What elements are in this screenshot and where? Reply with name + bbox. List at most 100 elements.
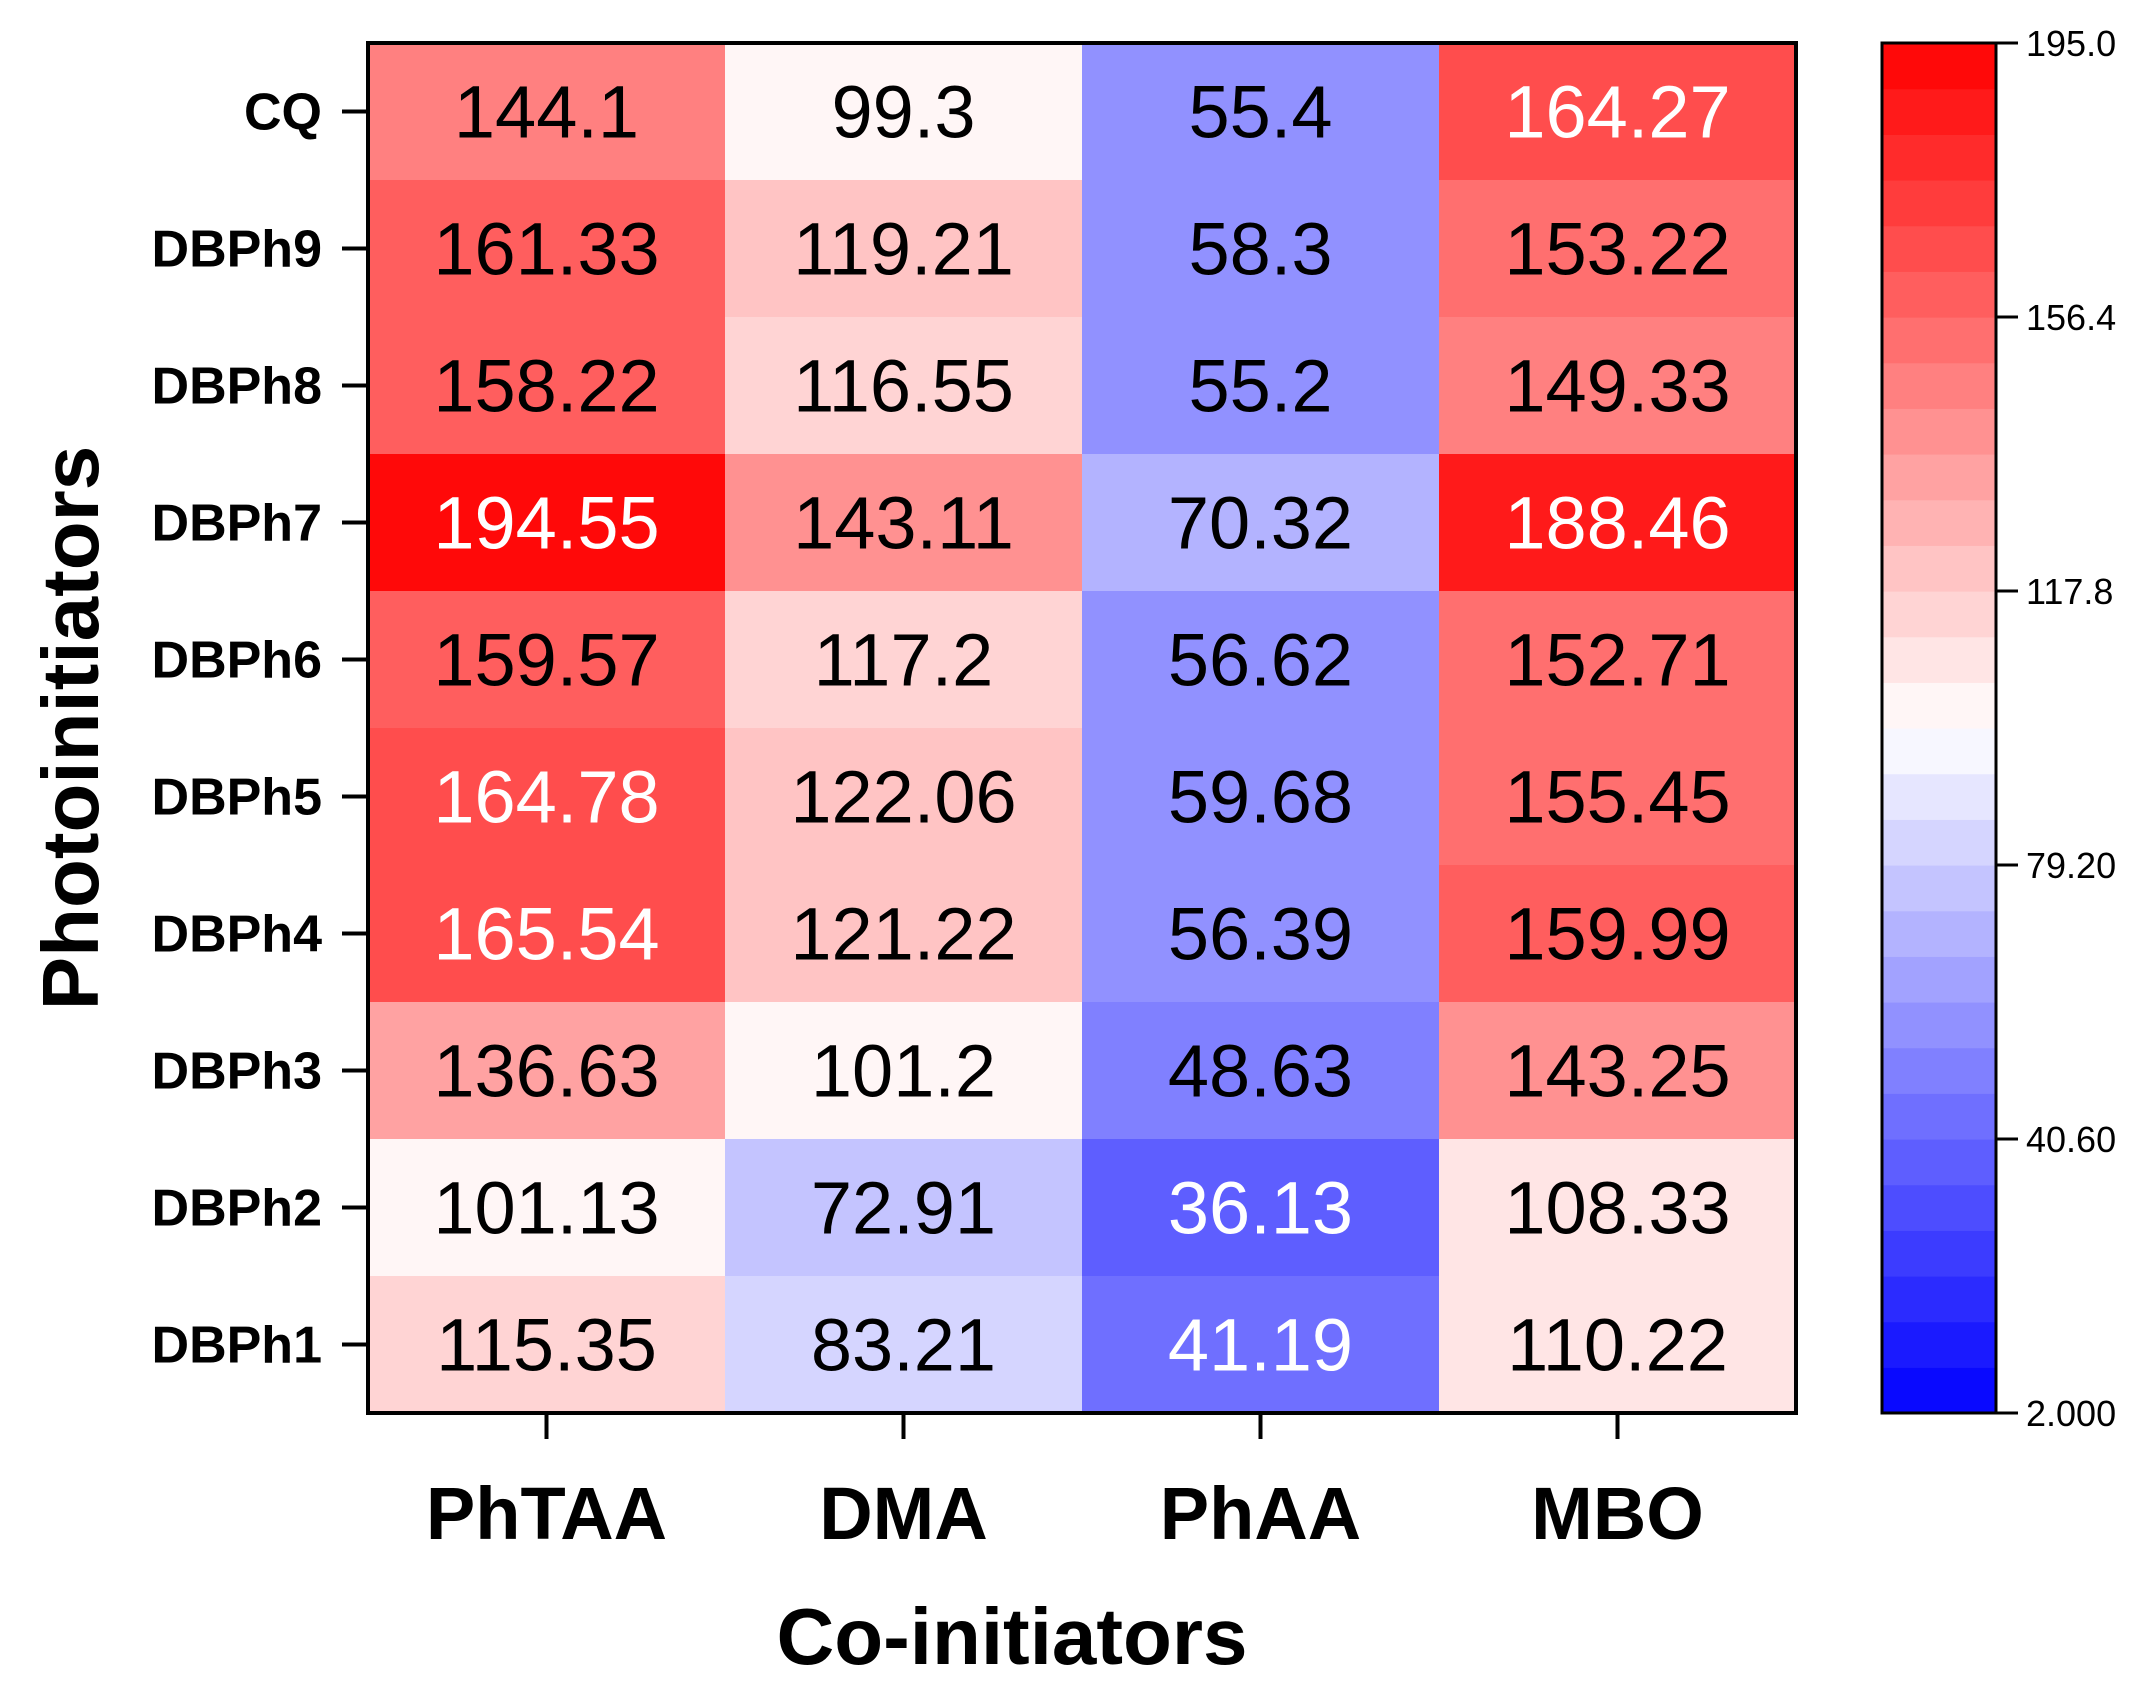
cell-value-label: 153.22 — [1504, 208, 1730, 291]
heatmap-cell — [725, 591, 1083, 729]
colorbar-segment — [1882, 1002, 1996, 1049]
heatmap-cells: 144.1 99.3 55.4 164.27 161.33 119.21 58.3 153.2… — [368, 43, 1797, 1414]
cell-value-label: 110.22 — [1507, 1304, 1728, 1387]
cell-value-label: 83.21 — [811, 1304, 996, 1387]
heatmap-cell — [725, 1139, 1083, 1277]
colorbar-tick-label: 2.000 — [2026, 1393, 2116, 1434]
y-tick-label: DBPh8 — [152, 358, 322, 416]
colorbar-segment — [1882, 1276, 1996, 1323]
heatmap-cell — [725, 1002, 1083, 1140]
cell-value-label: 101.13 — [433, 1167, 659, 1250]
colorbar-segment — [1882, 728, 1996, 775]
cell-value-label: 101.2 — [811, 1030, 996, 1113]
heatmap-cell — [1082, 317, 1440, 455]
heatmap-cell — [1439, 43, 1797, 181]
cell-value-label: 36.13 — [1168, 1167, 1353, 1250]
y-tick-label: DBPh6 — [152, 632, 322, 690]
cell-value-label: 155.45 — [1504, 756, 1730, 839]
colorbar-tick-label: 40.60 — [2026, 1119, 2116, 1160]
heatmap-cell — [1439, 454, 1797, 592]
colorbar-segment — [1882, 408, 1996, 455]
colorbar-segment — [1882, 910, 1996, 957]
colorbar-frame — [1880, 41, 1998, 1415]
colorbar-tick-label: 79.20 — [2026, 845, 2116, 886]
heatmap-cell — [368, 454, 726, 592]
cell-value-label: 70.32 — [1168, 482, 1353, 565]
heatmap-cell — [725, 728, 1083, 866]
colorbar-tick-label: 117.8 — [2026, 571, 2113, 612]
colorbar-segment — [1882, 1047, 1996, 1094]
x-axis: PhTAA DMA PhAA MBO — [426, 1413, 1704, 1555]
heatmap-cell — [1082, 43, 1440, 181]
cell-value-label: 194.55 — [433, 482, 659, 565]
colorbar-segment — [1882, 1093, 1996, 1140]
heatmap-cell — [368, 591, 726, 729]
heatmap-cell — [368, 1276, 726, 1414]
cell-value-label: 159.99 — [1504, 893, 1730, 976]
heatmap-cell — [1439, 865, 1797, 1003]
cell-value-label: 48.63 — [1168, 1030, 1353, 1113]
cell-value-label: 115.35 — [436, 1304, 657, 1387]
heatmap-cell — [1082, 865, 1440, 1003]
heatmap-cell — [368, 317, 726, 455]
colorbar-tick-label: 156.4 — [2026, 297, 2116, 338]
heatmap-cell — [725, 454, 1083, 592]
heatmap-cell — [1082, 728, 1440, 866]
colorbar: 195.0 156.4 117.8 79.20 40.60 2.000 — [1880, 23, 2116, 1434]
cell-value-label: 116.55 — [793, 345, 1014, 428]
cell-value-label: 55.2 — [1188, 345, 1332, 428]
heatmap-cell — [368, 180, 726, 318]
colorbar-segment — [1882, 1321, 1996, 1368]
cell-value-label: 119.21 — [793, 208, 1014, 291]
y-tick-label: DBPh7 — [152, 495, 322, 553]
cell-value-label: 99.3 — [831, 71, 975, 154]
heatmap-cell — [1082, 591, 1440, 729]
heatmap-cell — [1439, 1002, 1797, 1140]
cell-value-label: 143.11 — [793, 482, 1014, 565]
colorbar-segment — [1882, 545, 1996, 592]
colorbar-segment — [1882, 1230, 1996, 1277]
colorbar-tick-label: 195.0 — [2026, 23, 2116, 64]
cell-value-label: 58.3 — [1188, 208, 1332, 291]
cell-value-label: 165.54 — [433, 893, 659, 976]
y-tick-label: DBPh5 — [152, 769, 322, 827]
cell-value-label: 56.62 — [1168, 619, 1353, 702]
heatmap-cell — [368, 728, 726, 866]
x-tick-label: MBO — [1531, 1472, 1704, 1555]
colorbar-segment — [1882, 499, 1996, 546]
cell-value-label: 72.91 — [811, 1167, 996, 1250]
y-axis: CQ DBPh9 DBPh8 DBPh7 DBPh6 DBPh5 DBPh4 DBPh3 DBP… — [152, 84, 368, 1375]
heatmap-cell — [1082, 1276, 1440, 1414]
heatmap-cell — [1082, 1139, 1440, 1277]
heatmap-cell — [368, 1139, 726, 1277]
heatmap-cell — [1439, 317, 1797, 455]
colorbar-segment — [1882, 1367, 1996, 1414]
heatmap-cell — [1439, 1276, 1797, 1414]
heatmap-cell — [368, 865, 726, 1003]
y-tick-label: DBPh9 — [152, 221, 322, 279]
colorbar-segment — [1882, 591, 1996, 638]
colorbar-segment — [1882, 682, 1996, 729]
heatmap-cell — [1082, 180, 1440, 318]
cell-value-label: 108.33 — [1504, 1167, 1730, 1250]
y-tick-label: DBPh1 — [152, 1317, 322, 1375]
y-tick-label: DBPh4 — [152, 906, 323, 964]
cell-value-label: 144.1 — [454, 71, 639, 154]
heatmap-cell — [725, 180, 1083, 318]
colorbar-segment — [1882, 454, 1996, 501]
cell-value-label: 149.33 — [1504, 345, 1730, 428]
cell-value-label: 158.22 — [433, 345, 659, 428]
cell-value-label: 41.19 — [1168, 1304, 1353, 1387]
y-tick-label: CQ — [244, 84, 322, 142]
y-tick-label: DBPh2 — [152, 1180, 322, 1238]
colorbar-segment — [1882, 819, 1996, 866]
x-axis-title: Co-initiators — [776, 1592, 1247, 1681]
cell-value-label: 117.2 — [814, 619, 994, 702]
colorbar-segment — [1882, 43, 1996, 90]
cell-value-label: 143.25 — [1504, 1030, 1730, 1113]
cell-value-label: 164.27 — [1504, 71, 1730, 154]
colorbar-segment — [1882, 1184, 1996, 1231]
plot-frame — [366, 41, 1798, 1415]
colorbar-segment — [1882, 88, 1996, 135]
